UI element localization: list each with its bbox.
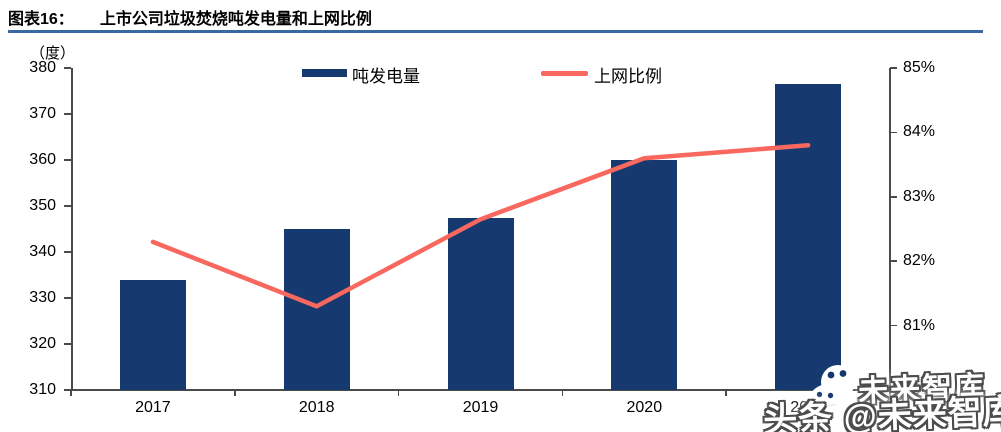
x-axis-tick	[725, 390, 727, 396]
x-axis-tick	[561, 390, 564, 396]
left-axis-tick-label: 370	[29, 105, 56, 122]
legend-line-label: 上网比例	[594, 67, 662, 86]
bar-2020	[611, 160, 678, 390]
left-axis-tick-label: 380	[29, 59, 56, 76]
left-y-axis	[71, 68, 73, 390]
caption-underline	[8, 30, 983, 33]
x-axis-category-label: 2021	[790, 399, 826, 416]
left-axis-tick	[64, 251, 71, 253]
left-axis-tick-label: 310	[29, 381, 56, 398]
left-axis-tick-label: 340	[29, 243, 56, 260]
left-axis-tick	[64, 389, 71, 391]
bar-2017	[119, 279, 186, 390]
right-axis-tick	[890, 131, 897, 134]
x-axis	[71, 389, 890, 391]
right-axis-tick-label: 85%	[903, 59, 936, 76]
x-axis-tick	[397, 390, 400, 396]
x-axis-category-label: 2019	[462, 399, 499, 416]
left-axis-tick-label: 360	[29, 151, 56, 168]
x-axis-tick	[70, 390, 72, 396]
right-axis-tick-label: 83%	[903, 187, 936, 205]
x-axis-category-label: 2018	[298, 399, 335, 416]
figure-title: 上市公司垃圾焚烧吨发电量和上网比例	[99, 11, 372, 28]
x-axis-category-label: 2020	[626, 399, 663, 416]
figure-caption: 图表16： 上市公司垃圾焚烧吨发电量和上网比例	[8, 5, 372, 29]
right-axis-tick	[890, 67, 897, 69]
left-axis-tick	[64, 205, 71, 207]
x-axis-tick	[889, 390, 891, 396]
x-axis-category-label: 2017	[135, 399, 171, 416]
legend-bar-swatch	[302, 69, 347, 77]
right-axis-tick-label: 81%	[903, 316, 936, 334]
figure-number: 图表16：	[8, 11, 74, 28]
right-axis-tick-label: 80%	[903, 381, 936, 398]
legend-bar-label: 吨发电量	[352, 67, 420, 86]
legend-line-swatch	[541, 71, 588, 76]
left-axis-tick-label: 330	[29, 289, 56, 306]
x-axis-tick	[234, 390, 236, 396]
right-axis-tick	[890, 389, 897, 391]
left-axis-tick	[64, 113, 71, 115]
right-axis-tick-label: 82%	[903, 252, 936, 270]
right-axis-tick	[890, 324, 897, 327]
left-axis-tick	[64, 159, 71, 161]
left-axis-tick	[64, 67, 71, 69]
left-axis-tick	[64, 297, 71, 299]
right-y-axis	[889, 68, 891, 390]
right-axis-tick	[890, 260, 897, 262]
bar-2019	[447, 217, 514, 390]
bar-2021	[775, 84, 842, 390]
left-axis-tick-label: 320	[29, 335, 56, 352]
left-axis-tick	[64, 343, 71, 345]
left-axis-unit-label: （度）	[30, 46, 76, 62]
right-axis-tick	[890, 196, 897, 198]
left-axis-tick-label: 350	[29, 197, 56, 214]
bar-2018	[283, 229, 350, 390]
right-axis-tick-label: 84%	[903, 123, 936, 141]
